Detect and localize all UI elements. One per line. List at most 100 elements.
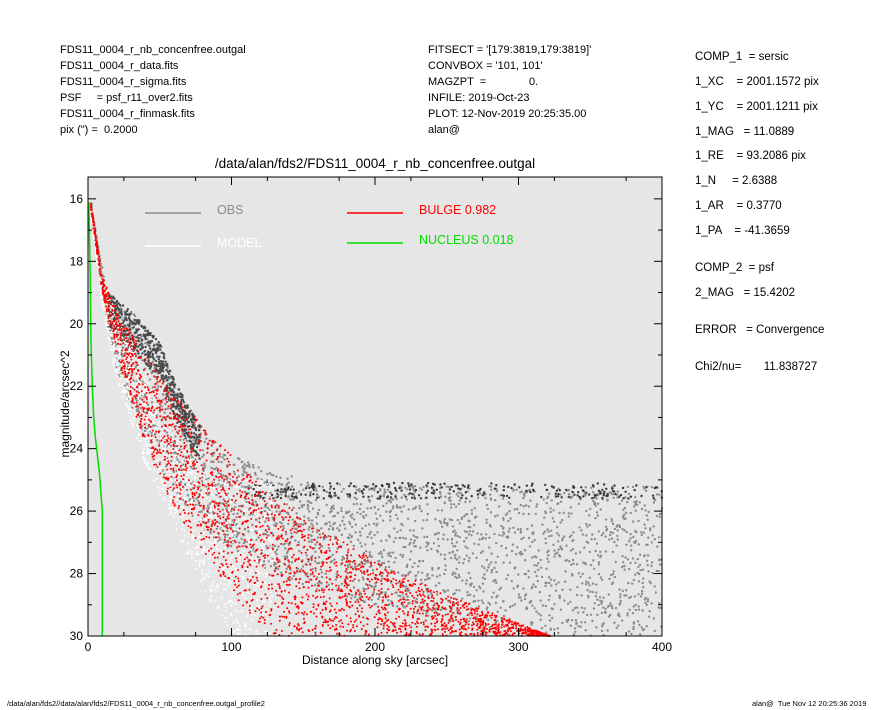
data-point xyxy=(142,427,144,429)
data-point xyxy=(436,576,438,578)
data-point xyxy=(466,591,468,593)
data-point xyxy=(421,527,423,529)
data-point xyxy=(540,619,542,621)
data-point xyxy=(204,441,206,443)
data-point xyxy=(151,450,153,452)
data-point xyxy=(125,358,127,360)
data-point xyxy=(377,491,379,493)
data-point xyxy=(274,562,276,564)
data-point xyxy=(268,490,270,492)
data-point xyxy=(230,501,232,503)
data-point xyxy=(139,334,141,336)
data-point xyxy=(240,511,242,513)
data-point xyxy=(190,472,192,474)
data-point xyxy=(589,551,591,553)
data-point xyxy=(284,547,286,549)
data-point xyxy=(396,531,398,533)
data-point xyxy=(498,534,500,536)
data-point xyxy=(158,358,160,360)
data-point xyxy=(242,465,244,467)
data-point xyxy=(452,593,454,595)
data-point xyxy=(604,535,606,537)
data-point xyxy=(322,486,324,488)
data-point xyxy=(587,542,589,544)
data-point xyxy=(234,603,236,605)
data-point xyxy=(485,533,487,535)
data-point xyxy=(257,515,259,517)
data-point xyxy=(591,533,593,535)
data-point xyxy=(358,579,360,581)
data-point xyxy=(617,491,619,493)
data-point xyxy=(123,390,125,392)
data-point xyxy=(196,492,198,494)
data-point xyxy=(342,516,344,518)
data-point xyxy=(455,532,457,534)
data-point xyxy=(175,394,177,396)
data-point xyxy=(121,375,123,377)
data-point xyxy=(514,483,516,485)
data-point xyxy=(404,487,406,489)
data-point xyxy=(209,554,211,556)
data-point xyxy=(209,531,211,533)
data-point xyxy=(393,561,395,563)
data-point xyxy=(191,535,193,537)
data-point xyxy=(222,498,224,500)
data-point xyxy=(582,533,584,535)
data-point xyxy=(134,417,136,419)
data-point xyxy=(314,584,316,586)
data-point xyxy=(423,536,425,538)
data-point xyxy=(169,370,171,372)
data-point xyxy=(356,565,358,567)
data-point xyxy=(363,590,365,592)
data-point xyxy=(426,578,428,580)
data-point xyxy=(458,491,460,493)
data-point xyxy=(508,510,510,512)
data-point xyxy=(381,578,383,580)
data-point xyxy=(361,527,363,529)
data-point xyxy=(272,554,274,556)
data-point xyxy=(256,489,258,491)
data-point xyxy=(205,438,207,440)
data-point xyxy=(183,471,185,473)
data-point xyxy=(224,483,226,485)
data-point xyxy=(187,542,189,544)
data-point xyxy=(642,569,644,571)
data-point xyxy=(307,508,309,510)
data-point xyxy=(541,576,543,578)
data-point xyxy=(630,512,632,514)
data-point xyxy=(138,440,140,442)
data-point xyxy=(287,487,289,489)
data-point xyxy=(293,488,295,490)
data-point xyxy=(174,435,176,437)
data-point xyxy=(414,600,416,602)
data-point xyxy=(455,484,457,486)
data-point xyxy=(290,532,292,534)
data-point xyxy=(226,530,228,532)
data-point xyxy=(589,508,591,510)
data-point xyxy=(582,611,584,613)
data-point xyxy=(108,324,110,326)
data-point xyxy=(99,286,101,288)
data-point xyxy=(545,631,547,633)
data-point xyxy=(267,507,269,509)
data-point xyxy=(119,345,121,347)
data-point xyxy=(229,520,231,522)
data-point xyxy=(482,602,484,604)
data-point xyxy=(575,622,577,624)
data-point xyxy=(204,511,206,513)
data-point xyxy=(431,609,433,611)
data-point xyxy=(198,543,200,545)
data-point xyxy=(572,609,574,611)
data-point xyxy=(311,519,313,521)
data-point xyxy=(511,605,513,607)
data-point xyxy=(188,425,190,427)
data-point xyxy=(306,482,308,484)
data-point xyxy=(147,341,149,343)
data-point xyxy=(528,505,530,507)
data-point xyxy=(234,630,236,632)
data-point xyxy=(314,543,316,545)
data-point xyxy=(382,520,384,522)
data-point xyxy=(264,630,266,632)
data-point xyxy=(416,612,418,614)
data-point xyxy=(471,495,473,497)
